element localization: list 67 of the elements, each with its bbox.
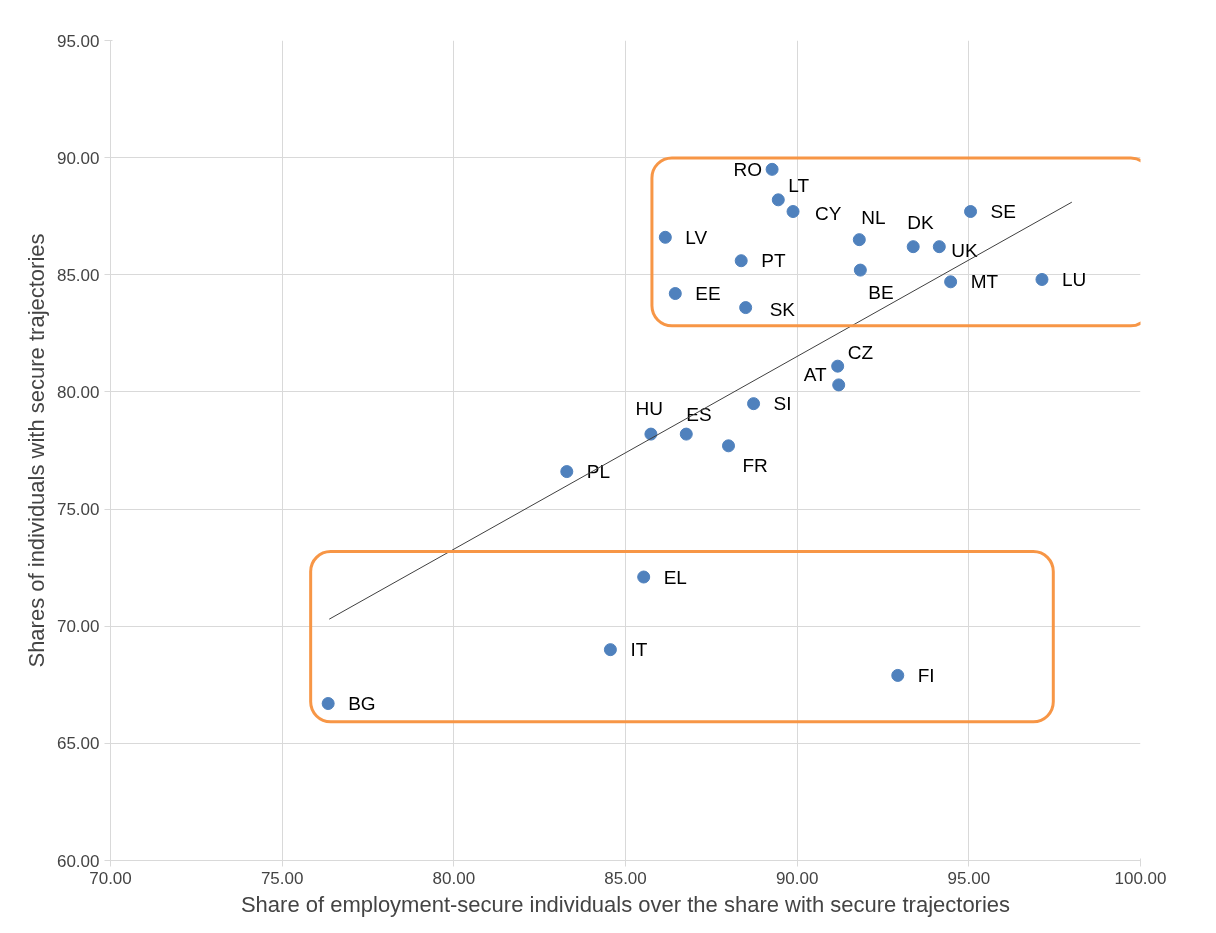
y-tick-label: 80.00 [56,382,100,402]
data-label: FI [917,664,935,686]
data-label: BG [348,693,376,715]
point [932,240,946,254]
point [1035,272,1049,286]
data-label: SK [769,299,796,321]
x-tick-label: 75.00 [260,868,304,888]
y-axis-title: Shares of individuals with secure trajectories [23,233,49,668]
x-axis-title: Share of employment-secure individuals over the share with secure trajectories [240,891,1011,917]
data-label: MT [970,271,999,293]
x-tick-label: 90.00 [775,868,819,888]
point [852,233,866,247]
point [891,668,905,682]
point [944,275,958,289]
x-tick-label: 70.00 [89,868,132,888]
point [321,697,335,711]
point [771,193,785,207]
x-tick-label: 85.00 [604,868,647,888]
data-label: SI [773,393,792,415]
point [658,230,672,244]
data-label: SE [990,201,1016,223]
data-label: CZ [847,341,874,363]
y-tick-label: 60.00 [56,851,100,871]
point [668,287,682,301]
data-label: EL [663,566,687,588]
data-label: CY [815,203,842,225]
y-tick-label: 65.00 [56,734,100,754]
y-tick-label: 90.00 [56,148,100,168]
x-tick-label: 100.00 [1114,868,1167,888]
data-label: AT [803,364,828,386]
data-label: EE [695,283,721,305]
y-tick-label: 75.00 [56,500,100,520]
data-label: LT [788,175,810,197]
y-tick-label: 95.00 [56,31,100,51]
x-tick-label: 95.00 [947,868,991,888]
point [786,205,800,219]
data-label: ES [686,403,712,425]
y-tick-label: 85.00 [56,265,100,285]
x-tick-label: 80.00 [432,868,476,888]
data-label: UK [951,240,979,262]
data-label: RO [733,158,763,180]
data-label: IT [630,639,648,661]
point [906,240,920,254]
point [853,263,867,277]
data-label: HU [635,397,663,419]
data-label: FR [742,455,768,477]
point [747,397,761,411]
point [679,427,693,441]
data-label: PL [586,461,611,483]
point [644,427,658,441]
data-label: LU [1061,268,1087,290]
point [832,378,846,392]
point [765,162,779,176]
point [603,643,617,657]
point [560,465,574,479]
data-label: NL [861,207,886,229]
data-label: DK [907,212,934,234]
point [739,301,753,315]
point [637,570,651,584]
y-tick-label: 70.00 [56,617,100,637]
data-label: PT [761,250,786,272]
point [734,254,748,268]
data-label: BE [868,281,894,303]
point [964,205,978,219]
data-label: LV [685,226,708,248]
point [722,439,735,453]
point [831,359,845,373]
